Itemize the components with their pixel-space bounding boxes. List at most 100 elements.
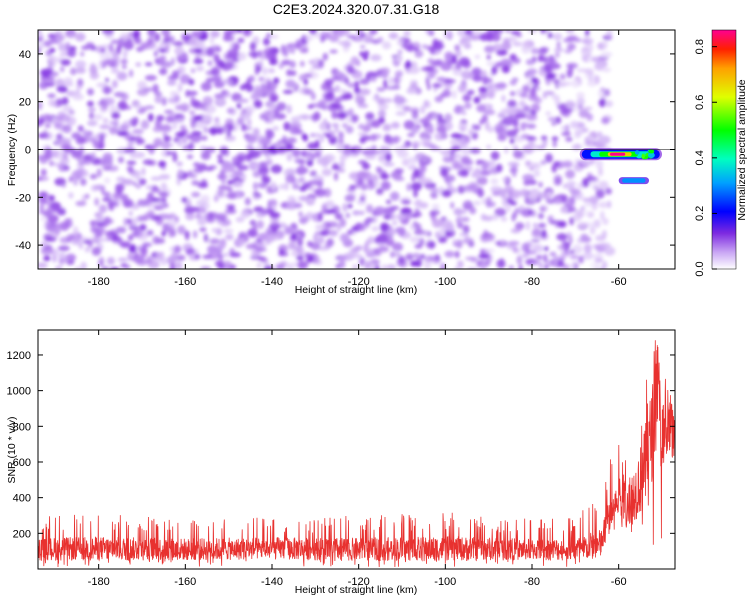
- heatmap-cell: [464, 30, 474, 36]
- heatmap-cell: [303, 35, 314, 41]
- heatmap-cell: [252, 195, 260, 201]
- y-tick-label: 0: [25, 145, 31, 157]
- heatmap-cell: [93, 227, 106, 234]
- heatmap-cell: [472, 30, 482, 36]
- heatmap-cell: [491, 33, 501, 42]
- heatmap-cell: [145, 185, 153, 190]
- heatmap-cell: [90, 225, 97, 234]
- heatmap-cell: [355, 92, 360, 97]
- heatmap-cell: [440, 262, 446, 269]
- heatmap-cell: [365, 146, 376, 153]
- heatmap-cell: [586, 175, 597, 182]
- heatmap-cell: [137, 231, 149, 241]
- heatmap-cell: [153, 144, 159, 149]
- heatmap-cell: [194, 48, 203, 54]
- heatmap-cell: [544, 153, 553, 163]
- heatmap-cell: [201, 151, 211, 160]
- heatmap-peak-blob: [634, 150, 640, 155]
- heatmap-cell: [462, 224, 470, 234]
- heatmap-cell: [444, 250, 455, 258]
- heatmap-cell: [180, 74, 188, 85]
- heatmap-cell: [309, 66, 315, 76]
- heatmap-cell: [95, 237, 107, 242]
- heatmap-cell: [514, 112, 527, 119]
- heatmap-cell: [414, 119, 420, 125]
- heatmap-cell: [396, 39, 405, 46]
- heatmap-cell: [367, 236, 375, 244]
- heatmap-cell: [374, 93, 379, 100]
- heatmap-cell: [102, 197, 112, 202]
- heatmap-cell: [209, 238, 221, 245]
- heatmap-cell: [434, 132, 445, 141]
- heatmap-cell: [262, 37, 271, 46]
- heatmap-cell: [121, 63, 127, 70]
- heatmap-cell: [490, 151, 500, 161]
- heatmap-cell: [583, 243, 592, 254]
- heatmap-cell: [268, 68, 275, 74]
- heatmap-cell: [569, 254, 579, 260]
- heatmap-cell: [570, 188, 581, 196]
- heatmap-cell: [430, 191, 438, 199]
- heatmap-cell: [136, 259, 148, 266]
- heatmap-cell: [339, 260, 345, 269]
- heatmap-cell: [110, 68, 120, 74]
- heatmap-peak-band: [610, 152, 626, 156]
- heatmap-cell: [104, 177, 111, 184]
- heatmap-cell: [442, 150, 449, 158]
- heatmap-cell: [357, 177, 364, 185]
- heatmap-xlabel: Height of straight line (km): [295, 284, 418, 296]
- heatmap-cell: [172, 121, 178, 130]
- heatmap-cell: [260, 146, 270, 155]
- heatmap-cell: [574, 209, 580, 219]
- heatmap-cell: [528, 194, 540, 200]
- heatmap-cell: [237, 37, 245, 44]
- heatmap-cell: [382, 123, 392, 132]
- heatmap-cell: [452, 163, 464, 170]
- heatmap-cell: [389, 205, 400, 210]
- heatmap-cell: [56, 133, 63, 140]
- heatmap-cell: [235, 216, 245, 223]
- x-tick-label: -60: [611, 576, 627, 588]
- heatmap-cell: [278, 63, 284, 69]
- heatmap-cell: [530, 103, 541, 113]
- heatmap-cell: [227, 48, 239, 58]
- heatmap-cell: [321, 82, 332, 91]
- heatmap-cell: [490, 178, 499, 185]
- heatmap-cell: [227, 179, 234, 185]
- x-tick-label: -60: [611, 276, 627, 288]
- heatmap-cell: [462, 93, 472, 103]
- heatmap-cell: [237, 98, 249, 103]
- heatmap-cell: [75, 67, 86, 74]
- heatmap-cell: [223, 260, 232, 268]
- x-tick-label: -180: [88, 576, 110, 588]
- heatmap-cell: [317, 59, 325, 68]
- heatmap-cell: [223, 61, 234, 70]
- heatmap-cell: [90, 45, 97, 51]
- heatmap-cell: [338, 131, 344, 141]
- heatmap-cell: [600, 210, 605, 221]
- heatmap-cell: [63, 77, 73, 86]
- heatmap-cell: [140, 248, 148, 258]
- heatmap-cell: [314, 188, 326, 198]
- heatmap-cell: [175, 261, 183, 269]
- heatmap-cell: [484, 45, 495, 54]
- heatmap-cell: [315, 180, 323, 187]
- heatmap-cell: [495, 82, 508, 89]
- heatmap-cell: [331, 123, 340, 128]
- heatmap-cell: [262, 67, 268, 75]
- heatmap-cell: [104, 58, 114, 66]
- heatmap-peak-blob: [641, 154, 645, 159]
- y-tick-label: 1200: [7, 350, 31, 362]
- heatmap-cell: [195, 55, 200, 64]
- heatmap-cell: [173, 94, 181, 103]
- heatmap-cell: [369, 30, 378, 35]
- heatmap-cell: [281, 46, 287, 56]
- heatmap-cell: [504, 147, 509, 154]
- heatmap-cell: [450, 133, 462, 139]
- heatmap-cell: [146, 38, 153, 46]
- heatmap-cell: [504, 178, 508, 184]
- heatmap-cell: [172, 152, 178, 163]
- heatmap-cell: [223, 31, 231, 41]
- heatmap-cell: [428, 30, 435, 36]
- heatmap-cell: [232, 42, 240, 51]
